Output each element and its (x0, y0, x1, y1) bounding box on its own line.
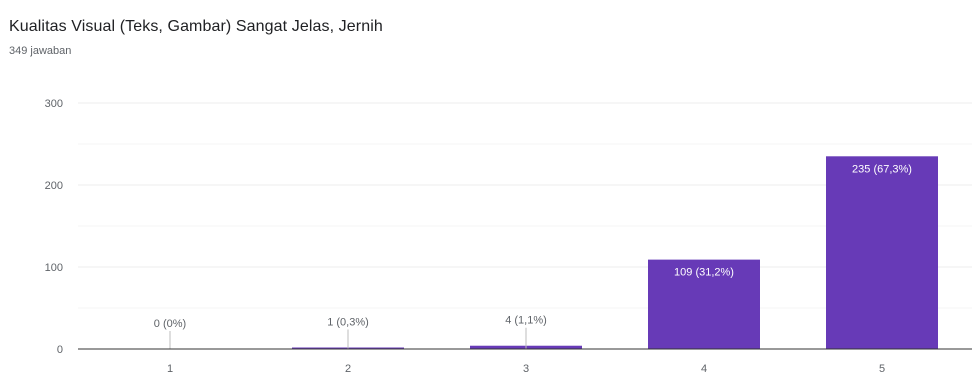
response-count: 349 jawaban (9, 45, 72, 57)
data-label: 109 (31,2%) (674, 267, 734, 279)
y-tick-label: 100 (45, 262, 63, 274)
bar (826, 156, 938, 349)
bar (648, 259, 760, 349)
gridlines (78, 102, 972, 309)
y-tick-label: 300 (45, 98, 63, 110)
x-tick-label: 4 (701, 363, 707, 375)
y-tick-label: 200 (45, 180, 63, 192)
data-label: 1 (0,3%) (327, 317, 369, 329)
x-tick-label: 3 (523, 363, 529, 375)
y-axis-ticks: 0 100 200 300 (45, 98, 63, 356)
x-axis-ticks: 1 2 3 4 5 (167, 363, 885, 375)
y-tick-label: 0 (57, 344, 63, 356)
data-label: 0 (0%) (154, 318, 186, 330)
x-tick-label: 2 (345, 363, 351, 375)
data-labels: 0 (0%) 1 (0,3%) 4 (1,1%) 109 (31,2%) 235 (67… (154, 163, 912, 349)
x-tick-label: 1 (167, 363, 173, 375)
question-title: Kualitas Visual (Teks, Gambar) Sangat Je… (9, 18, 383, 35)
bars (292, 156, 938, 349)
data-label: 4 (1,1%) (505, 315, 547, 327)
x-tick-label: 5 (879, 363, 885, 375)
data-label: 235 (67,3%) (852, 163, 912, 175)
